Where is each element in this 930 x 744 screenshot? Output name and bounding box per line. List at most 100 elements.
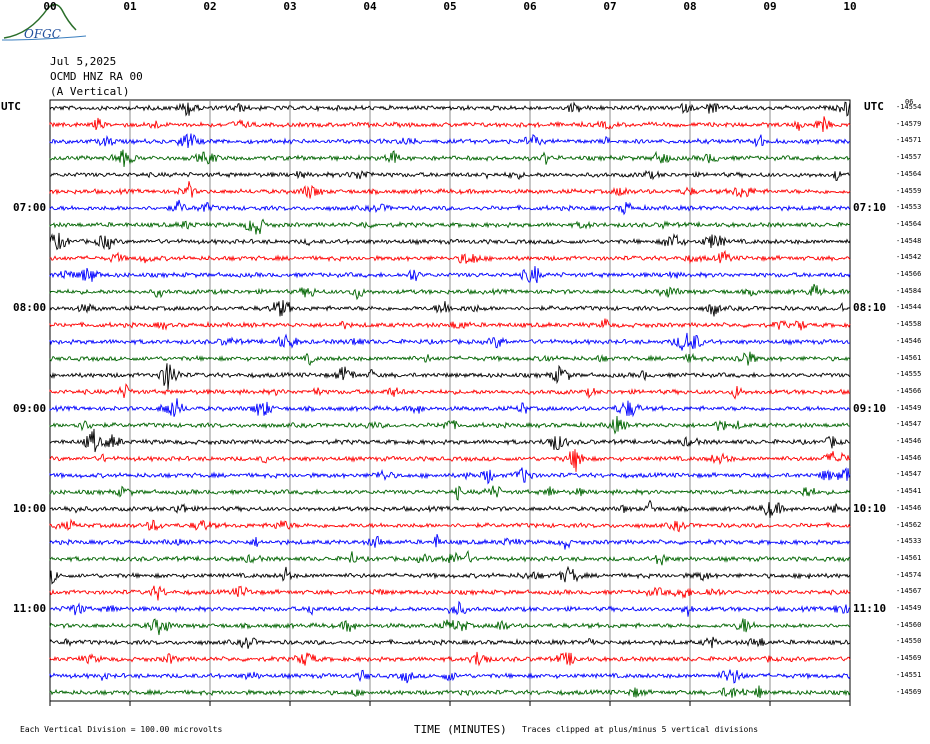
trace-offset-label: -14549 [896, 403, 922, 412]
trace-offset-label: -14564 [896, 169, 922, 178]
seismic-trace [49, 300, 851, 317]
seismic-trace [49, 218, 851, 235]
seismic-trace [49, 318, 851, 331]
seismic-trace [49, 199, 851, 216]
trace-offset-label: -14554 [896, 103, 922, 111]
seismic-trace [49, 249, 851, 265]
x-tick-label: 09 [763, 0, 777, 13]
trace-offset-label: -14555 [896, 370, 922, 379]
right-tz-label: UTC [864, 100, 884, 113]
seismic-trace [49, 518, 851, 533]
seismic-trace [49, 363, 851, 390]
x-tick-label: 00 [43, 0, 57, 13]
seismic-trace [49, 266, 851, 284]
seismic-trace [49, 398, 851, 418]
trace-offset-label: -14569 [896, 687, 922, 696]
right-hour-label: 09:10 [853, 401, 887, 415]
seismic-trace [49, 585, 851, 601]
trace-offset-label: -14562 [896, 520, 922, 529]
trace-offset-label: -14547 [896, 470, 922, 479]
trace-offset-label: -14533 [896, 537, 922, 546]
scale-note: Each Vertical Division = 100.00 microvol… [20, 725, 223, 734]
trace-offset-label: -14579 [896, 119, 922, 128]
seismic-trace [49, 467, 851, 485]
trace-offset-label: -14564 [896, 219, 922, 228]
trace-offset-label: -14547 [896, 420, 922, 429]
logo-text: OFGC [24, 27, 61, 41]
seismic-trace [49, 283, 851, 301]
left-tz-label: UTC [1, 100, 21, 113]
right-top-label: 06 [905, 98, 914, 106]
left-hour-label: 10:00 [13, 501, 47, 515]
clip-note: Traces clipped at plus/minus 5 vertical … [522, 725, 759, 734]
trace-offset-label: -14551 [896, 670, 922, 679]
trace-offset-label: -14558 [896, 320, 922, 329]
x-tick-label: 06 [523, 0, 537, 13]
seismic-trace [49, 565, 851, 585]
trace-offset-label: -14546 [896, 453, 922, 462]
seismic-trace [49, 169, 851, 181]
date-label: Jul 5,2025 [50, 55, 117, 68]
left-hour-label: 11:00 [13, 602, 47, 615]
seismic-trace [49, 428, 851, 453]
left-hour-label: 08:00 [13, 301, 47, 315]
seismic-trace [49, 549, 851, 566]
trace-offset-label: -14584 [896, 286, 922, 295]
right-hour-label: 11:10 [853, 602, 887, 615]
trace-offset-label: -14567 [896, 587, 922, 596]
seismic-trace [49, 449, 851, 472]
x-tick-label: 07 [603, 0, 617, 13]
seismic-trace [49, 149, 851, 167]
x-tick-label: 05 [443, 0, 457, 13]
trace-offset-label: -14569 [896, 654, 922, 663]
seismic-trace [49, 636, 851, 649]
trace-offset-label: -14546 [896, 437, 922, 445]
seismic-trace [49, 116, 851, 133]
station-label: OCMD HNZ RA 00 [50, 70, 143, 83]
seismic-trace [49, 232, 851, 251]
seismic-trace [49, 383, 851, 400]
seismic-trace [49, 351, 851, 366]
trace-offset-label: -14571 [896, 136, 922, 145]
trace-offset-label: -14546 [896, 503, 922, 512]
trace-offset-label: -14561 [896, 353, 922, 362]
seismic-trace [49, 133, 851, 149]
trace-offset-label: -14548 [896, 236, 922, 245]
trace-offset-label: -14560 [896, 620, 922, 629]
seismic-trace [49, 332, 851, 351]
x-tick-label: 02 [203, 0, 217, 13]
seismic-trace [49, 685, 851, 699]
seismic-trace [49, 485, 851, 501]
right-hour-label: 10:10 [853, 501, 887, 515]
trace-offset-label: -14557 [896, 153, 922, 162]
x-tick-label: 01 [123, 0, 137, 13]
x-tick-label: 03 [283, 0, 297, 13]
x-tick-label: 10 [843, 0, 857, 13]
trace-offset-label: -14553 [896, 203, 922, 212]
trace-offset-label: -14546 [896, 336, 922, 345]
trace-offset-label: -14550 [896, 637, 922, 646]
seismic-trace [49, 534, 851, 550]
trace-offset-label: -14542 [896, 253, 922, 262]
trace-offset-label: -14541 [896, 487, 922, 496]
seismic-trace [49, 101, 851, 117]
x-tick-label: 04 [363, 0, 377, 13]
left-hour-label: 07:00 [13, 201, 47, 215]
seismic-trace [49, 415, 851, 435]
trace-offset-label: -14574 [896, 570, 922, 579]
trace-offset-label: -14566 [896, 270, 922, 278]
right-hour-label: 07:10 [853, 201, 887, 215]
logo-swoosh-icon [3, 3, 77, 39]
x-axis-title: TIME (MINUTES) [414, 723, 507, 736]
component-label: (A Vertical) [50, 85, 130, 98]
trace-offset-label: -14559 [896, 186, 922, 195]
seismic-trace [49, 669, 851, 684]
seismic-trace [50, 600, 851, 617]
trace-offset-label: -14544 [896, 303, 922, 312]
seismic-trace [49, 499, 851, 519]
seismic-trace [49, 618, 851, 636]
left-hour-label: 09:00 [13, 401, 47, 415]
trace-offset-label: -14549 [896, 604, 922, 612]
logo-graphic [1, 3, 87, 41]
